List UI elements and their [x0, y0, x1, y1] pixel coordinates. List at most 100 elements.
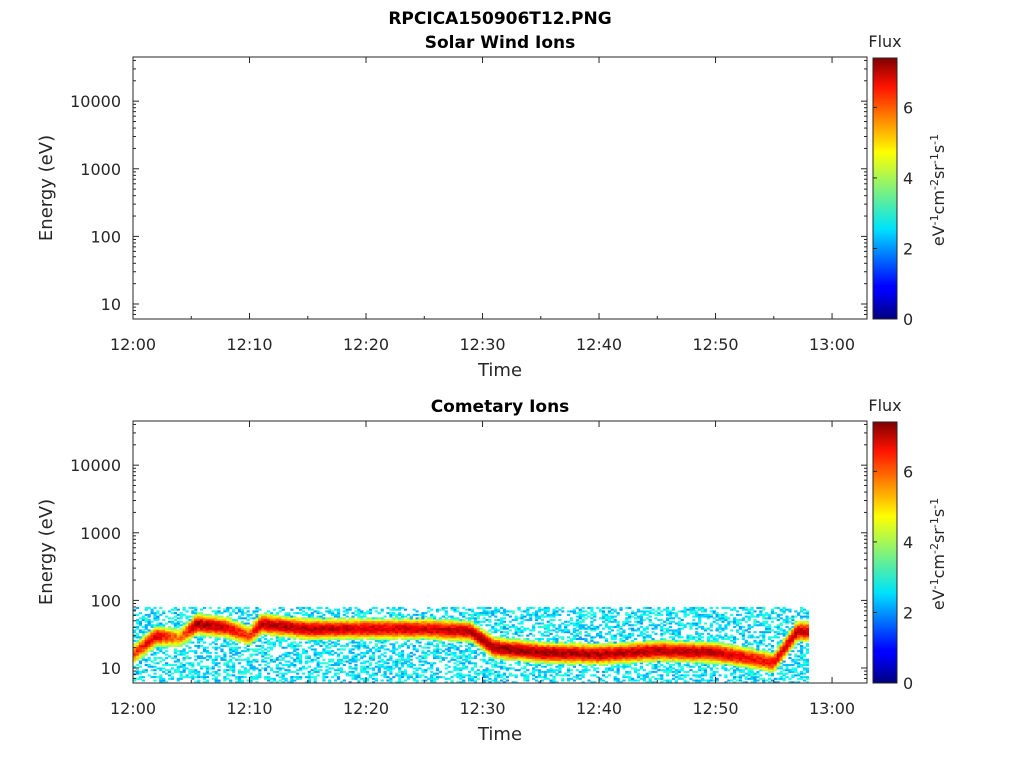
- heatmap-cell: [342, 624, 346, 627]
- heatmap-cell: [266, 631, 271, 634]
- heatmap-cell: [537, 663, 542, 667]
- heatmap-cell: [552, 624, 556, 627]
- heatmap-cell: [191, 636, 195, 639]
- heatmap-cell: [444, 648, 448, 651]
- heatmap-cell: [616, 667, 620, 670]
- heatmap-cell: [278, 615, 282, 618]
- heatmap-cell: [645, 613, 649, 616]
- heatmap-cell: [400, 638, 405, 641]
- heatmap-cell: [412, 629, 416, 632]
- heatmap-cell: [360, 657, 364, 660]
- heatmap-cell: [459, 644, 463, 647]
- heatmap-cell: [360, 644, 364, 647]
- heatmap-cell: [438, 608, 443, 611]
- heatmap-cell: [258, 648, 262, 651]
- heatmap-cell: [246, 650, 250, 653]
- heatmap-cell: [252, 631, 256, 634]
- heatmap-cell: [529, 629, 533, 632]
- heatmap-cell: [433, 639, 437, 642]
- heatmap-cell: [607, 662, 611, 665]
- heatmap-cell: [366, 632, 370, 635]
- heatmap-cell: [465, 634, 469, 637]
- heatmap-cell: [287, 681, 291, 684]
- heatmap-cell: [199, 624, 204, 627]
- heatmap-cell: [135, 606, 140, 609]
- heatmap-cell: [363, 655, 367, 658]
- heatmap-cell: [194, 622, 198, 625]
- heatmap-cell: [255, 674, 259, 677]
- heatmap-cell: [430, 613, 434, 616]
- heatmap-cell: [211, 610, 215, 613]
- heatmap-cell: [138, 662, 143, 665]
- heatmap-cell: [453, 638, 457, 641]
- heatmap-cell: [287, 631, 291, 634]
- heatmap-cell: [147, 643, 151, 646]
- heatmap-cell: [610, 646, 614, 649]
- heatmap-cell: [660, 632, 664, 635]
- heatmap-cell: [488, 629, 492, 632]
- heatmap-cell: [395, 665, 399, 668]
- heatmap-cell: [214, 672, 218, 675]
- heatmap-cell: [371, 636, 376, 639]
- heatmap-cell: [590, 617, 594, 620]
- heatmap-cell: [185, 622, 189, 625]
- heatmap-cell: [575, 625, 579, 628]
- heatmap-cell: [336, 639, 341, 642]
- heatmap-cell: [328, 646, 332, 649]
- heatmap-cell: [569, 662, 574, 665]
- heatmap-cell: [607, 674, 611, 677]
- heatmap-cell: [170, 627, 175, 630]
- heatmap-cell: [234, 676, 239, 679]
- heatmap-cell: [418, 638, 422, 641]
- heatmap-cell: [234, 625, 239, 628]
- heatmap-cell: [546, 606, 550, 609]
- heatmap-cell: [325, 634, 329, 637]
- heatmap-cell: [319, 638, 323, 641]
- heatmap-cell: [511, 639, 515, 642]
- heatmap-cell: [508, 655, 512, 658]
- heatmap-cell: [398, 676, 402, 679]
- heatmap-cell: [409, 662, 413, 665]
- heatmap-cell: [333, 608, 338, 611]
- heatmap-cell: [631, 650, 635, 653]
- heatmap-cell: [383, 638, 387, 641]
- heatmap-cell: [438, 655, 443, 658]
- heatmap-cell: [156, 662, 160, 665]
- heatmap-cell: [619, 651, 623, 654]
- heatmap-cell: [453, 627, 457, 630]
- heatmap-cell: [395, 638, 399, 641]
- heatmap-cell: [540, 625, 544, 628]
- heatmap-cell: [336, 653, 341, 656]
- heatmap-cell: [520, 651, 524, 654]
- heatmap-cell: [366, 624, 370, 627]
- heatmap-cell: [229, 631, 233, 634]
- heatmap-cell: [543, 627, 547, 630]
- heatmap-cell: [150, 636, 154, 639]
- heatmap-cell: [371, 624, 376, 627]
- heatmap-cell: [546, 643, 550, 646]
- heatmap-cell: [502, 610, 507, 613]
- heatmap-cell: [500, 665, 504, 668]
- heatmap-cell: [191, 624, 195, 627]
- heatmap-cell: [147, 619, 151, 622]
- heatmap-cell: [543, 677, 547, 680]
- heatmap-cell: [636, 627, 641, 630]
- heatmap-cell: [421, 629, 425, 632]
- heatmap-cell: [639, 632, 644, 635]
- heatmap-cell: [159, 641, 163, 644]
- heatmap-cell: [400, 650, 405, 653]
- heatmap-cell: [299, 669, 303, 672]
- heatmap-cell: [529, 658, 533, 661]
- heatmap-cell: [613, 608, 617, 611]
- heatmap-cell: [569, 639, 574, 642]
- heatmap-cell: [351, 676, 355, 679]
- heatmap-cell: [386, 627, 390, 630]
- heatmap-cell: [523, 670, 527, 673]
- heatmap-cell: [476, 612, 480, 615]
- heatmap-cell: [639, 613, 644, 616]
- heatmap-cell: [508, 651, 512, 654]
- heatmap-cell: [138, 636, 143, 639]
- heatmap-cell: [351, 670, 355, 673]
- heatmap-cell: [156, 643, 160, 646]
- heatmap-cell: [264, 648, 268, 651]
